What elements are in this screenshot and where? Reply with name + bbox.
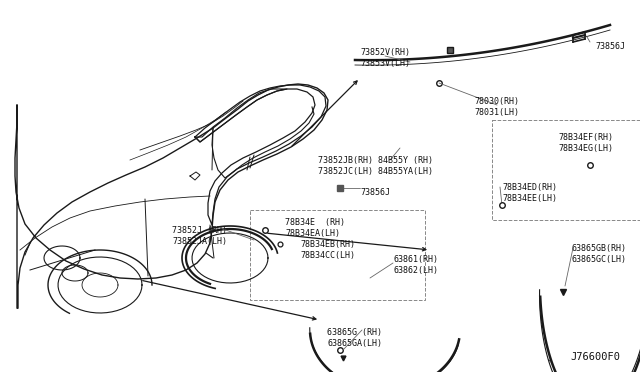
Text: 73852V(RH)
73853V(LH): 73852V(RH) 73853V(LH) xyxy=(360,48,410,68)
Text: 78B34E  (RH)
78B34EA(LH): 78B34E (RH) 78B34EA(LH) xyxy=(285,218,345,238)
Text: 73856J: 73856J xyxy=(595,42,625,51)
Bar xyxy=(250,210,425,300)
Text: 78B34ED(RH)
78B34EE(LH): 78B34ED(RH) 78B34EE(LH) xyxy=(502,183,557,203)
Text: 78B34EB(RH)
78B34CC(LH): 78B34EB(RH) 78B34CC(LH) xyxy=(300,240,355,260)
Text: 78B34EF(RH)
78B34EG(LH): 78B34EF(RH) 78B34EG(LH) xyxy=(558,133,613,153)
Text: 63865GB(RH)
63865GC(LH): 63865GB(RH) 63865GC(LH) xyxy=(572,244,627,264)
Text: 73852J (RH)
73852JA(LH): 73852J (RH) 73852JA(LH) xyxy=(172,226,227,246)
Text: 63861(RH)
63862(LH): 63861(RH) 63862(LH) xyxy=(393,255,438,275)
Text: 63865G (RH)
63865GA(LH): 63865G (RH) 63865GA(LH) xyxy=(327,328,382,349)
Text: J76600F0: J76600F0 xyxy=(570,352,620,362)
Text: 73856J: 73856J xyxy=(360,188,390,197)
Text: 78030(RH)
78031(LH): 78030(RH) 78031(LH) xyxy=(474,97,520,118)
Text: 73852JB(RH) 84B55Y (RH)
73852JC(LH) 84B55YA(LH): 73852JB(RH) 84B55Y (RH) 73852JC(LH) 84B5… xyxy=(319,156,433,176)
Bar xyxy=(492,120,640,220)
